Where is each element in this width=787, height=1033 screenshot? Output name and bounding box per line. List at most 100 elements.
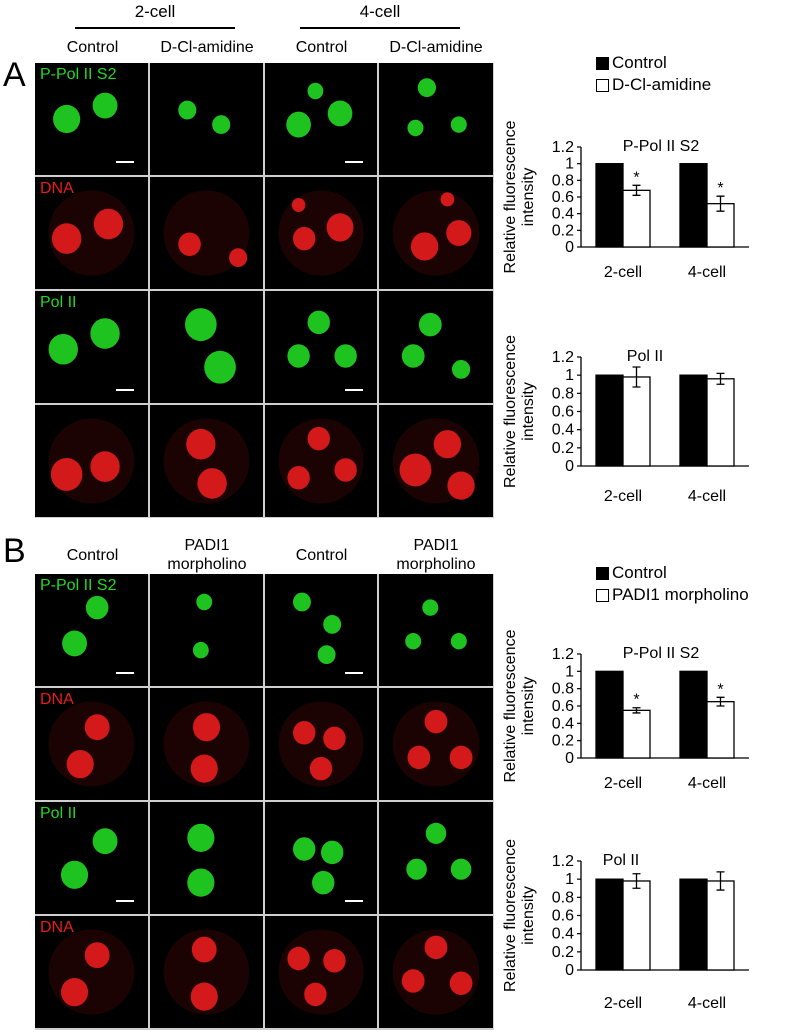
chart-title: P-Pol II S2 xyxy=(623,138,700,155)
condition-label: Control xyxy=(66,547,119,564)
micrograph-image xyxy=(163,929,250,1015)
condition-label: Control xyxy=(66,39,119,56)
nucleus xyxy=(424,709,448,734)
error-bar xyxy=(632,184,641,196)
bar-control xyxy=(679,374,708,467)
scale-bar xyxy=(345,900,363,902)
nucleus xyxy=(190,754,218,783)
nucleus xyxy=(425,822,447,844)
scale-bar xyxy=(116,672,134,674)
nucleus xyxy=(92,828,118,855)
chart-b-ppol2s2: Relative fluorescenceintensity 00.20.40.6… xyxy=(502,629,749,792)
scale-bar xyxy=(345,161,363,163)
nucleus xyxy=(424,935,448,960)
nucleus xyxy=(334,458,357,482)
row-label: DNA xyxy=(40,180,74,197)
micrograph-b-r3-c2 xyxy=(150,802,263,914)
bar-control xyxy=(595,374,624,467)
condition-label: Control xyxy=(295,39,348,56)
micrograph-b-r4-c2 xyxy=(150,916,263,1028)
nucleus xyxy=(50,457,83,491)
error-bar xyxy=(716,696,725,707)
legend-swatch-treated xyxy=(596,588,609,602)
stage-rule-2cell xyxy=(75,27,235,29)
panel-b-letter: B xyxy=(3,532,26,570)
nucleus xyxy=(186,428,216,460)
nucleus xyxy=(450,858,472,880)
y-tick-label: 0.8 xyxy=(552,681,574,698)
y-tick-label: 1 xyxy=(565,156,574,173)
nucleus xyxy=(90,451,120,482)
nucleus xyxy=(401,344,425,368)
nucleus xyxy=(304,982,327,1007)
nucleus xyxy=(291,197,306,213)
nucleus xyxy=(317,645,336,665)
micrograph-b-r4-c1: DNA xyxy=(35,916,148,1028)
micrograph-a-r2-c1: DNA xyxy=(35,177,148,289)
nucleus xyxy=(229,248,248,268)
chart-title: P-Pol II S2 xyxy=(623,645,700,662)
condition-label: PADI1 morpholino xyxy=(379,536,493,574)
bar-control xyxy=(679,670,708,759)
legend-panel-a: Control D-Cl-amidine xyxy=(596,52,711,96)
micrograph-image xyxy=(293,592,342,665)
nucleus xyxy=(323,949,346,973)
micrograph-a-r2-c2 xyxy=(150,177,263,289)
nucleus xyxy=(327,100,353,127)
condition-label: PADI1 morpholino xyxy=(150,536,264,574)
micrograph-b-r1-c2 xyxy=(150,574,263,686)
nucleus xyxy=(92,92,118,119)
significance-star: * xyxy=(633,692,639,709)
nucleus xyxy=(293,721,316,745)
scale-bar xyxy=(345,672,363,674)
nucleus xyxy=(312,870,335,895)
nucleus xyxy=(446,220,472,246)
y-tick-label: 0.4 xyxy=(552,422,574,439)
micrograph-image xyxy=(278,701,364,787)
y-tick-label: 0.2 xyxy=(552,440,574,457)
condition-label: Control xyxy=(295,547,348,564)
bar-treated xyxy=(706,378,735,467)
y-tick-label: 0 xyxy=(565,458,574,475)
micrograph-image xyxy=(286,82,353,138)
category-label: 4-cell xyxy=(688,995,726,1012)
stage-header-2cell: 2-cell xyxy=(134,2,176,21)
micrograph-b-r2-c3 xyxy=(265,688,377,800)
nucleus xyxy=(293,837,316,861)
y-tick-label: 0 xyxy=(565,750,574,767)
significance-star: * xyxy=(633,169,639,186)
nucleus xyxy=(293,592,311,612)
nucleus xyxy=(447,471,475,500)
nucleus xyxy=(90,318,120,349)
nucleus xyxy=(191,936,217,963)
bar-control xyxy=(595,163,624,248)
y-tick-label: 0.6 xyxy=(552,908,574,925)
micrograph-a-r1-c1: P-Pol II S2 xyxy=(35,63,148,175)
row-label: P-Pol II S2 xyxy=(40,66,117,83)
nucleus xyxy=(185,308,217,342)
y-tick-label: 0 xyxy=(565,239,574,256)
nucleus xyxy=(196,593,213,611)
micrograph-image xyxy=(163,190,250,276)
nucleus xyxy=(417,78,436,98)
nucleus xyxy=(287,466,310,490)
micrograph-image xyxy=(48,701,135,787)
micrograph-image xyxy=(163,701,250,787)
nucleus xyxy=(321,840,344,865)
micrograph-b-r3-c1: Pol II xyxy=(35,802,148,914)
cytoplasm-glow xyxy=(48,929,135,1015)
micrograph-b-r1-c4 xyxy=(379,574,493,686)
scale-bar xyxy=(116,389,134,391)
y-tick-label: 1 xyxy=(565,871,574,888)
nucleus xyxy=(410,232,439,261)
legend-label: Control xyxy=(612,53,667,72)
condition-label-line: morpholino xyxy=(396,556,476,573)
nucleus xyxy=(192,641,209,659)
y-tick-label: 0.8 xyxy=(552,385,574,402)
nucleus xyxy=(204,350,236,384)
y-tick-label: 1.2 xyxy=(552,139,574,156)
bar-treated xyxy=(706,880,735,971)
micrograph-image xyxy=(163,418,250,504)
nucleus xyxy=(187,868,215,897)
nucleus xyxy=(323,726,346,751)
